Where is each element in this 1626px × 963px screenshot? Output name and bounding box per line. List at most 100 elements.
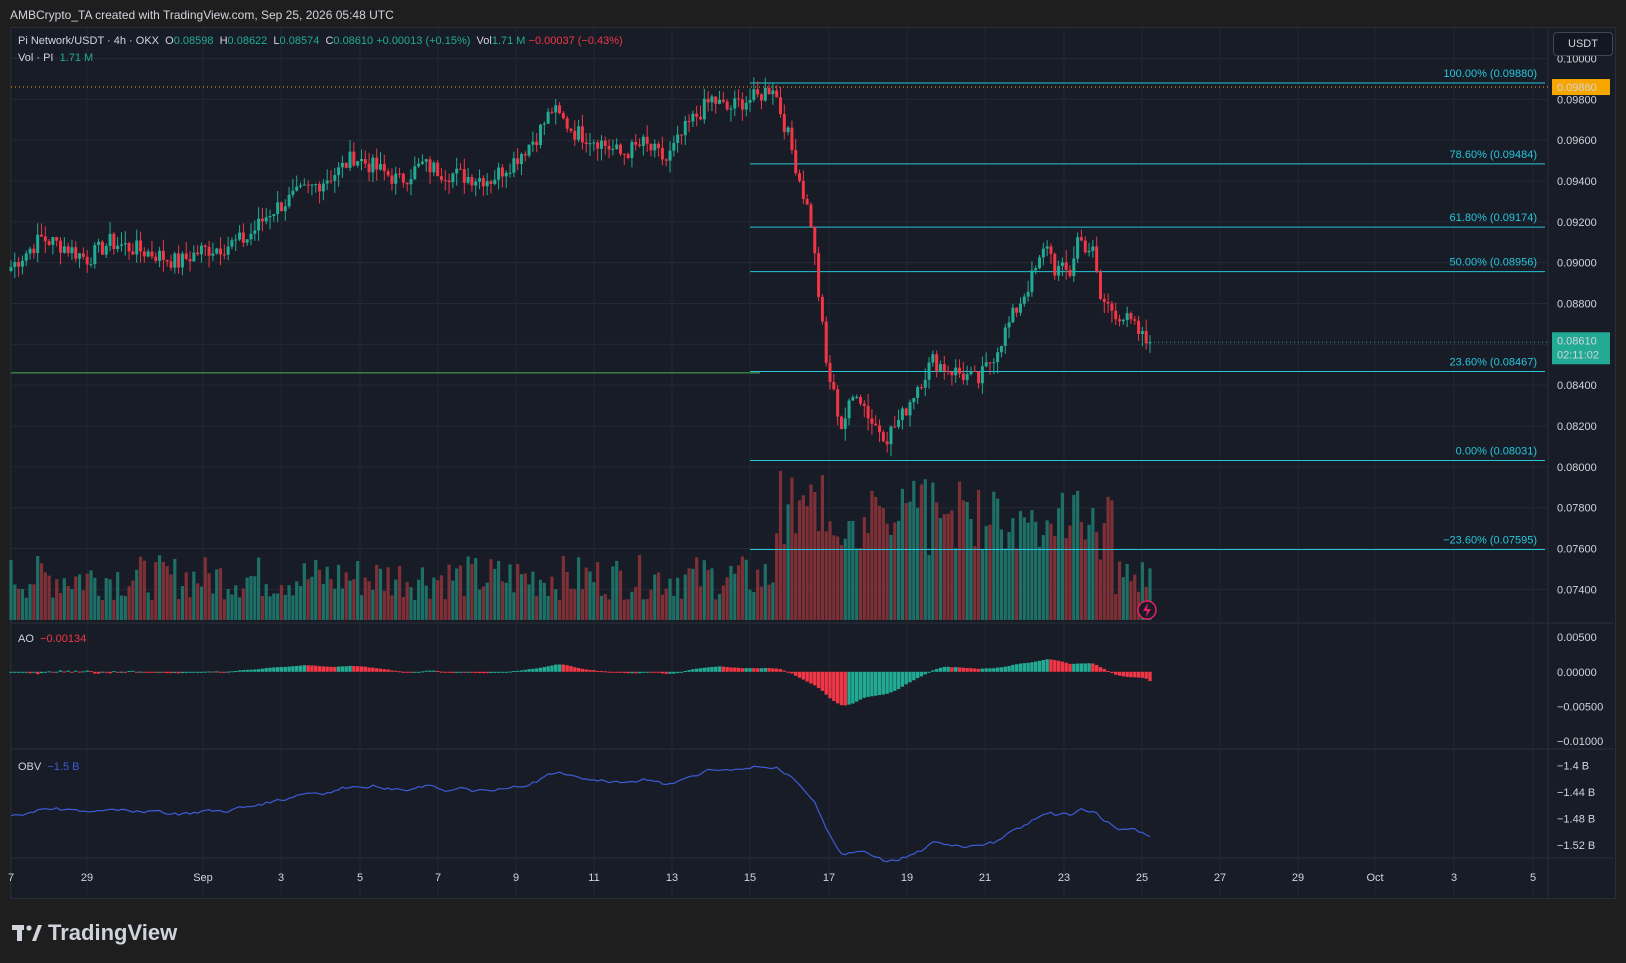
volume-bar: [1091, 507, 1095, 620]
volume-bar: [988, 524, 992, 620]
ao-bar: [980, 668, 985, 672]
ao-bar: [835, 671, 840, 704]
volume-bar: [77, 574, 82, 620]
candle-body: [318, 184, 322, 192]
ao-bar: [1053, 660, 1057, 672]
price-axis-tick: 0.09600: [1557, 135, 1597, 147]
candle-body: [188, 259, 192, 262]
ao-bar: [1011, 664, 1015, 672]
ao-bar: [310, 665, 314, 672]
ao-bar: [169, 671, 173, 674]
candle-body: [161, 250, 165, 260]
candle-body: [424, 159, 428, 162]
candle-body: [767, 87, 771, 95]
ao-value: −0.00134: [40, 633, 87, 645]
ao-label[interactable]: AO: [18, 633, 34, 645]
ao-bar: [336, 666, 341, 672]
candle-body: [698, 116, 702, 120]
volume-bar: [637, 555, 642, 620]
ao-bar: [199, 671, 204, 673]
volume-bar: [1121, 577, 1125, 620]
candle-body: [630, 141, 634, 159]
ao-bar: [538, 667, 543, 672]
candle-body: [325, 180, 329, 184]
ao-bar: [496, 671, 501, 673]
volume-bar: [295, 581, 299, 620]
vol-row-label[interactable]: Vol · PI: [18, 52, 54, 64]
volume-bar: [599, 595, 604, 620]
ao-bar: [1106, 670, 1110, 672]
ao-bar: [192, 671, 196, 673]
candle-body: [291, 190, 295, 195]
ao-bar: [1114, 671, 1118, 675]
candle-body: [638, 144, 642, 146]
volume-bar: [1041, 535, 1045, 620]
ao-bar: [382, 669, 387, 672]
candle-body: [470, 177, 474, 186]
candle-body: [32, 248, 36, 254]
candle-body: [1072, 258, 1076, 276]
candle-body: [238, 232, 242, 240]
obv-label[interactable]: OBV: [18, 761, 42, 773]
ao-bar: [1018, 663, 1023, 672]
volume-bar: [192, 571, 196, 620]
volume-bar: [771, 582, 775, 620]
volume-bar: [1030, 510, 1034, 620]
candle-body: [858, 396, 862, 404]
volume-bar: [348, 580, 352, 620]
ao-bar: [653, 671, 657, 673]
candle-body: [916, 387, 920, 398]
candle-body: [43, 236, 47, 242]
candle-body: [843, 418, 847, 429]
candle-body: [519, 154, 523, 165]
candle-body: [173, 253, 177, 268]
time-axis-tick: Oct: [1366, 872, 1383, 884]
candle-body: [379, 163, 383, 170]
volume-bar: [100, 599, 105, 620]
candle-body: [1106, 301, 1110, 304]
ao-bar: [675, 671, 680, 674]
ao-bar: [584, 669, 588, 672]
candle-body: [1041, 248, 1045, 258]
volume-bar: [226, 588, 230, 620]
ao-bar: [1136, 671, 1141, 678]
candle-body: [39, 234, 43, 237]
currency-button[interactable]: USDT: [1553, 32, 1613, 56]
candle-body: [820, 296, 824, 322]
volume-bar: [203, 557, 207, 620]
volume-bar: [546, 595, 550, 620]
volume-bar: [740, 556, 744, 620]
ao-bar: [595, 670, 600, 672]
candle-body: [230, 240, 234, 247]
vol-label: Vol: [476, 35, 492, 47]
ao-bar: [534, 668, 539, 672]
ao-bar: [588, 669, 592, 672]
alert-lightning-icon: [1137, 600, 1157, 620]
volume-bar: [950, 510, 954, 620]
candle-body: [706, 98, 710, 103]
volume-bar: [104, 578, 108, 620]
volume-bar: [66, 586, 70, 620]
ao-bar: [988, 668, 992, 672]
volume-bar: [615, 560, 619, 620]
volume-bar: [443, 599, 447, 620]
candle-body: [828, 362, 832, 382]
volume-bar: [466, 556, 470, 620]
candle-body: [253, 230, 257, 234]
candle-body: [466, 177, 470, 183]
time-axis-tick: 29: [81, 872, 93, 884]
volume-bar: [474, 558, 478, 620]
ao-bar: [866, 671, 870, 697]
volume-bar: [317, 569, 322, 620]
volume-bar: [451, 580, 455, 620]
volume-bar: [801, 495, 805, 620]
tradingview-logo[interactable]: TradingView: [12, 920, 177, 946]
candle-body: [455, 168, 459, 174]
symbol-name[interactable]: Pi Network/USDT · 4h · OKX: [18, 35, 159, 47]
candle-body: [535, 141, 539, 146]
volume-bar: [9, 560, 13, 620]
candle-body: [1110, 303, 1114, 311]
candle-body: [1038, 257, 1042, 269]
volume-bar: [965, 502, 969, 620]
